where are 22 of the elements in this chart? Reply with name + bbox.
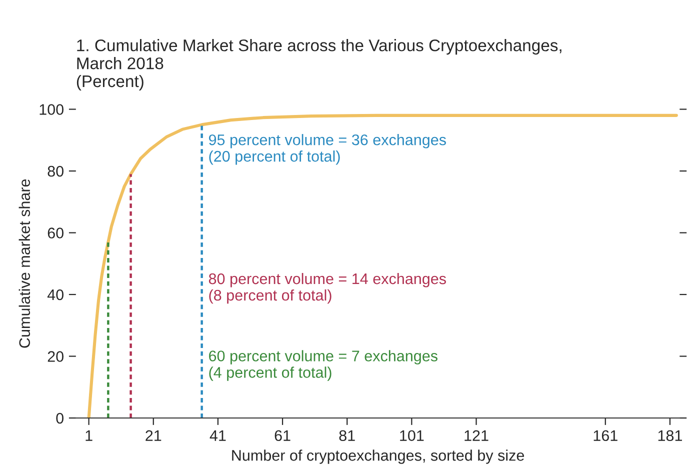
y-tick-label: 60 (48, 228, 64, 238)
y-tick-label: 80 (48, 166, 64, 177)
x-tick-label: 101 (400, 430, 424, 442)
x-tick-label: 41 (210, 430, 226, 441)
y-tick-label: 20 (48, 351, 64, 362)
text: 60 percent volume = 7 exchanges (4 percent of total) (209, 350, 438, 381)
x-tick-label: 161 (594, 430, 618, 442)
x-tick-label: 121 (464, 430, 488, 441)
y-tick-label: 0 (56, 412, 64, 424)
chart-title: 1. Cumulative Market Share across the Various Cryptoexchanges, March 2018 (Percent) (76, 39, 562, 90)
x-tick-label: 21 (146, 430, 162, 441)
x-tick-label: 61 (274, 430, 290, 442)
line-series (87, 114, 678, 418)
text: 80 percent volume = 14 exchanges (8 percent of total) (208, 272, 446, 304)
x-tick-label: 181 (658, 430, 682, 442)
y-tick-label: 40 (47, 289, 64, 300)
x-tick-label: 1 (86, 430, 92, 441)
y-axis-title: Cumulative market share (18, 179, 30, 348)
series-label: 95 percent volume = 36 exchanges (20 percent of total) (208, 134, 446, 165)
x-tick-label: 81 (339, 430, 355, 442)
x-axis-title: Number of cryptoexchanges, sorted by size (232, 450, 524, 464)
y-tick-label: 100 (40, 104, 64, 115)
